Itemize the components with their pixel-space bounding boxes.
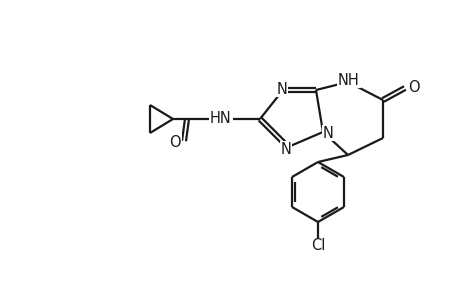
Text: N: N xyxy=(322,125,333,140)
Text: HN: HN xyxy=(210,110,231,125)
Text: NH: NH xyxy=(337,73,359,88)
Text: O: O xyxy=(169,134,180,149)
Text: Cl: Cl xyxy=(310,238,325,253)
Text: O: O xyxy=(407,80,419,94)
Text: N: N xyxy=(280,142,291,157)
Text: N: N xyxy=(276,82,287,97)
